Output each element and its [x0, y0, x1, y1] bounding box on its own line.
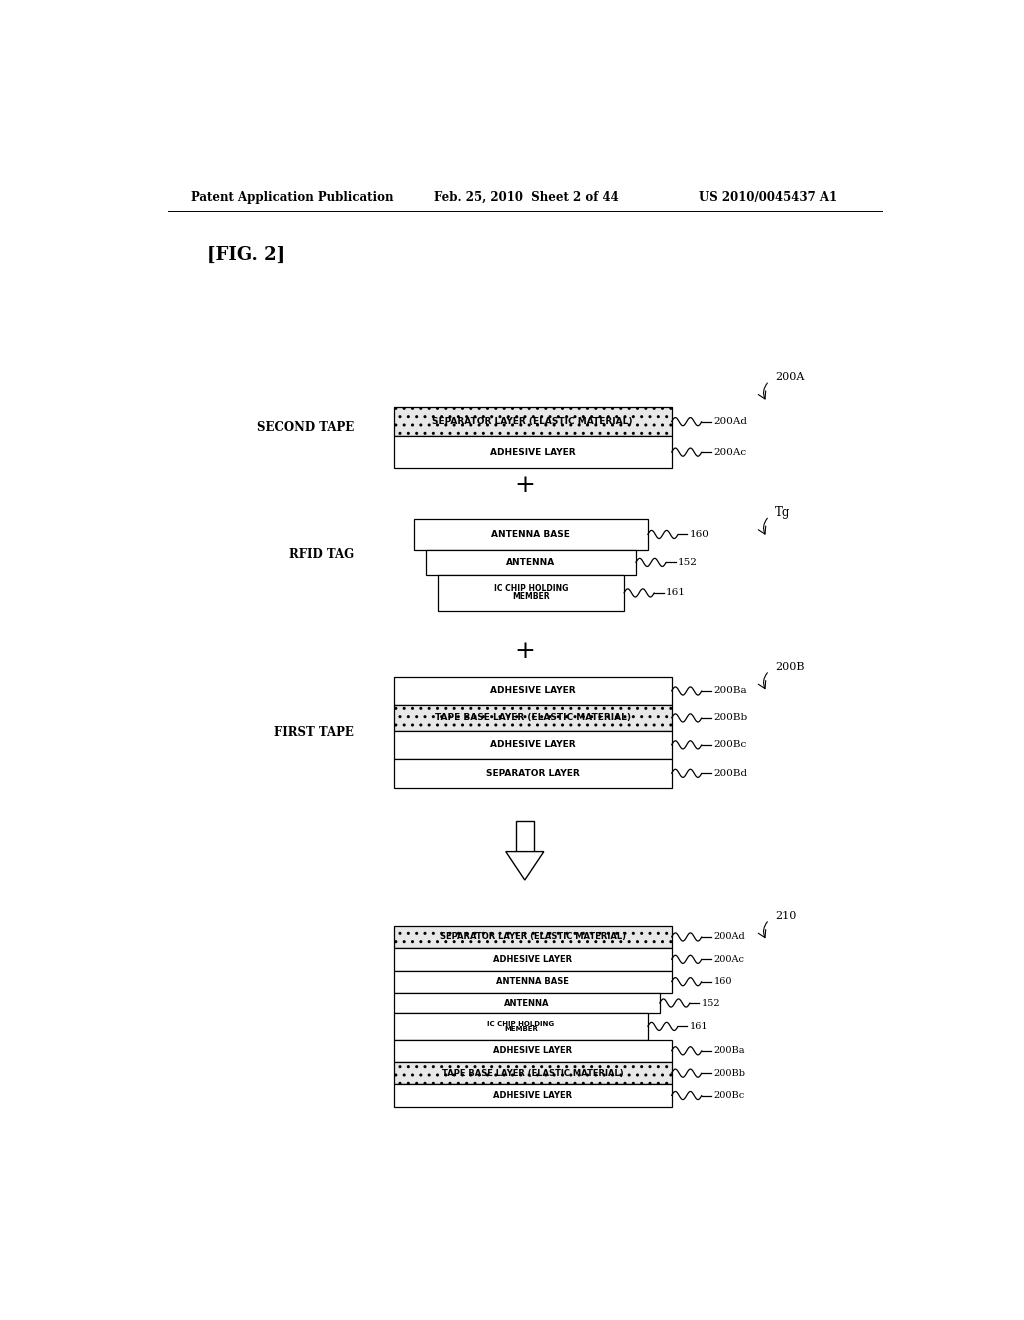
- Bar: [394, 1040, 672, 1063]
- Text: IC CHIP HOLDING
MEMBER: IC CHIP HOLDING MEMBER: [494, 585, 568, 602]
- Text: 200Bc: 200Bc: [714, 741, 746, 750]
- Text: 200Ad: 200Ad: [714, 417, 748, 426]
- Bar: [394, 1063, 672, 1084]
- Text: ADHESIVE LAYER: ADHESIVE LAYER: [494, 954, 572, 964]
- Text: 200Bd: 200Bd: [714, 768, 748, 777]
- Bar: [394, 677, 672, 705]
- Bar: [426, 549, 636, 576]
- Bar: [394, 759, 672, 788]
- Text: 200A: 200A: [775, 372, 804, 381]
- Text: ADHESIVE LAYER: ADHESIVE LAYER: [489, 686, 575, 696]
- Text: US 2010/0045437 A1: US 2010/0045437 A1: [699, 190, 838, 203]
- Text: ADHESIVE LAYER: ADHESIVE LAYER: [489, 741, 575, 750]
- Text: SEPARATOR LAYER (ELASTIC MATERIAL): SEPARATOR LAYER (ELASTIC MATERIAL): [439, 932, 626, 941]
- Text: [FIG. 2]: [FIG. 2]: [207, 246, 286, 264]
- Text: SEPARATOR LAYER: SEPARATOR LAYER: [485, 768, 580, 777]
- Text: +: +: [514, 640, 536, 663]
- Bar: [394, 1063, 672, 1084]
- Text: 161: 161: [690, 1022, 709, 1031]
- Bar: [394, 408, 672, 436]
- Text: 210: 210: [775, 911, 796, 920]
- Text: Feb. 25, 2010  Sheet 2 of 44: Feb. 25, 2010 Sheet 2 of 44: [433, 190, 618, 203]
- Text: 200Ac: 200Ac: [714, 954, 744, 964]
- Text: 200Ba: 200Ba: [714, 686, 748, 696]
- Text: 152: 152: [678, 558, 697, 566]
- Bar: [394, 705, 672, 731]
- Text: RFID TAG: RFID TAG: [289, 548, 354, 561]
- FancyArrowPatch shape: [758, 519, 767, 535]
- Bar: [437, 576, 624, 611]
- Text: 200Bb: 200Bb: [714, 713, 748, 722]
- Text: IC CHIP HOLDING
MEMBER: IC CHIP HOLDING MEMBER: [487, 1020, 554, 1032]
- Bar: [394, 948, 672, 970]
- Text: FIRST TAPE: FIRST TAPE: [274, 726, 354, 739]
- Text: 200Ad: 200Ad: [714, 932, 745, 941]
- Text: 200Ba: 200Ba: [714, 1047, 745, 1055]
- Text: 160: 160: [690, 529, 710, 539]
- FancyArrowPatch shape: [758, 673, 767, 689]
- Text: ANTENNA BASE: ANTENNA BASE: [492, 529, 570, 539]
- Bar: [394, 705, 672, 731]
- Bar: [394, 970, 672, 993]
- Text: ADHESIVE LAYER: ADHESIVE LAYER: [494, 1047, 572, 1055]
- Bar: [414, 519, 648, 549]
- Text: 152: 152: [701, 998, 721, 1007]
- Text: ANTENNA BASE: ANTENNA BASE: [497, 977, 569, 986]
- Text: 160: 160: [714, 977, 732, 986]
- Text: TAPE BASE LAYER (ELASTIC MATERIAL): TAPE BASE LAYER (ELASTIC MATERIAL): [435, 713, 631, 722]
- Bar: [394, 925, 672, 948]
- Text: 200Bb: 200Bb: [714, 1069, 745, 1077]
- Text: ADHESIVE LAYER: ADHESIVE LAYER: [489, 447, 575, 457]
- Bar: [394, 408, 672, 436]
- Text: 200Ac: 200Ac: [714, 447, 746, 457]
- Bar: [394, 1014, 648, 1040]
- Text: TAPE BASE LAYER (ELASTIC MATERIAL): TAPE BASE LAYER (ELASTIC MATERIAL): [442, 1069, 624, 1077]
- FancyArrowPatch shape: [758, 383, 767, 399]
- Text: 200Bc: 200Bc: [714, 1092, 744, 1100]
- Text: ANTENNA: ANTENNA: [506, 558, 555, 566]
- Text: +: +: [514, 474, 536, 498]
- Text: Tg: Tg: [775, 506, 791, 519]
- Text: SEPARATOR LAYER (ELASTIC MATERIAL): SEPARATOR LAYER (ELASTIC MATERIAL): [432, 417, 633, 426]
- Text: ANTENNA: ANTENNA: [504, 998, 550, 1007]
- FancyArrowPatch shape: [758, 921, 767, 937]
- Text: SECOND TAPE: SECOND TAPE: [257, 421, 354, 434]
- Text: 161: 161: [666, 589, 686, 598]
- Polygon shape: [506, 851, 544, 880]
- Bar: [394, 731, 672, 759]
- Bar: [516, 821, 534, 851]
- Text: ADHESIVE LAYER: ADHESIVE LAYER: [494, 1092, 572, 1100]
- Bar: [394, 993, 659, 1014]
- Bar: [394, 1084, 672, 1106]
- Bar: [394, 925, 672, 948]
- Bar: [394, 436, 672, 469]
- Text: 200B: 200B: [775, 661, 804, 672]
- Text: Patent Application Publication: Patent Application Publication: [191, 190, 394, 203]
